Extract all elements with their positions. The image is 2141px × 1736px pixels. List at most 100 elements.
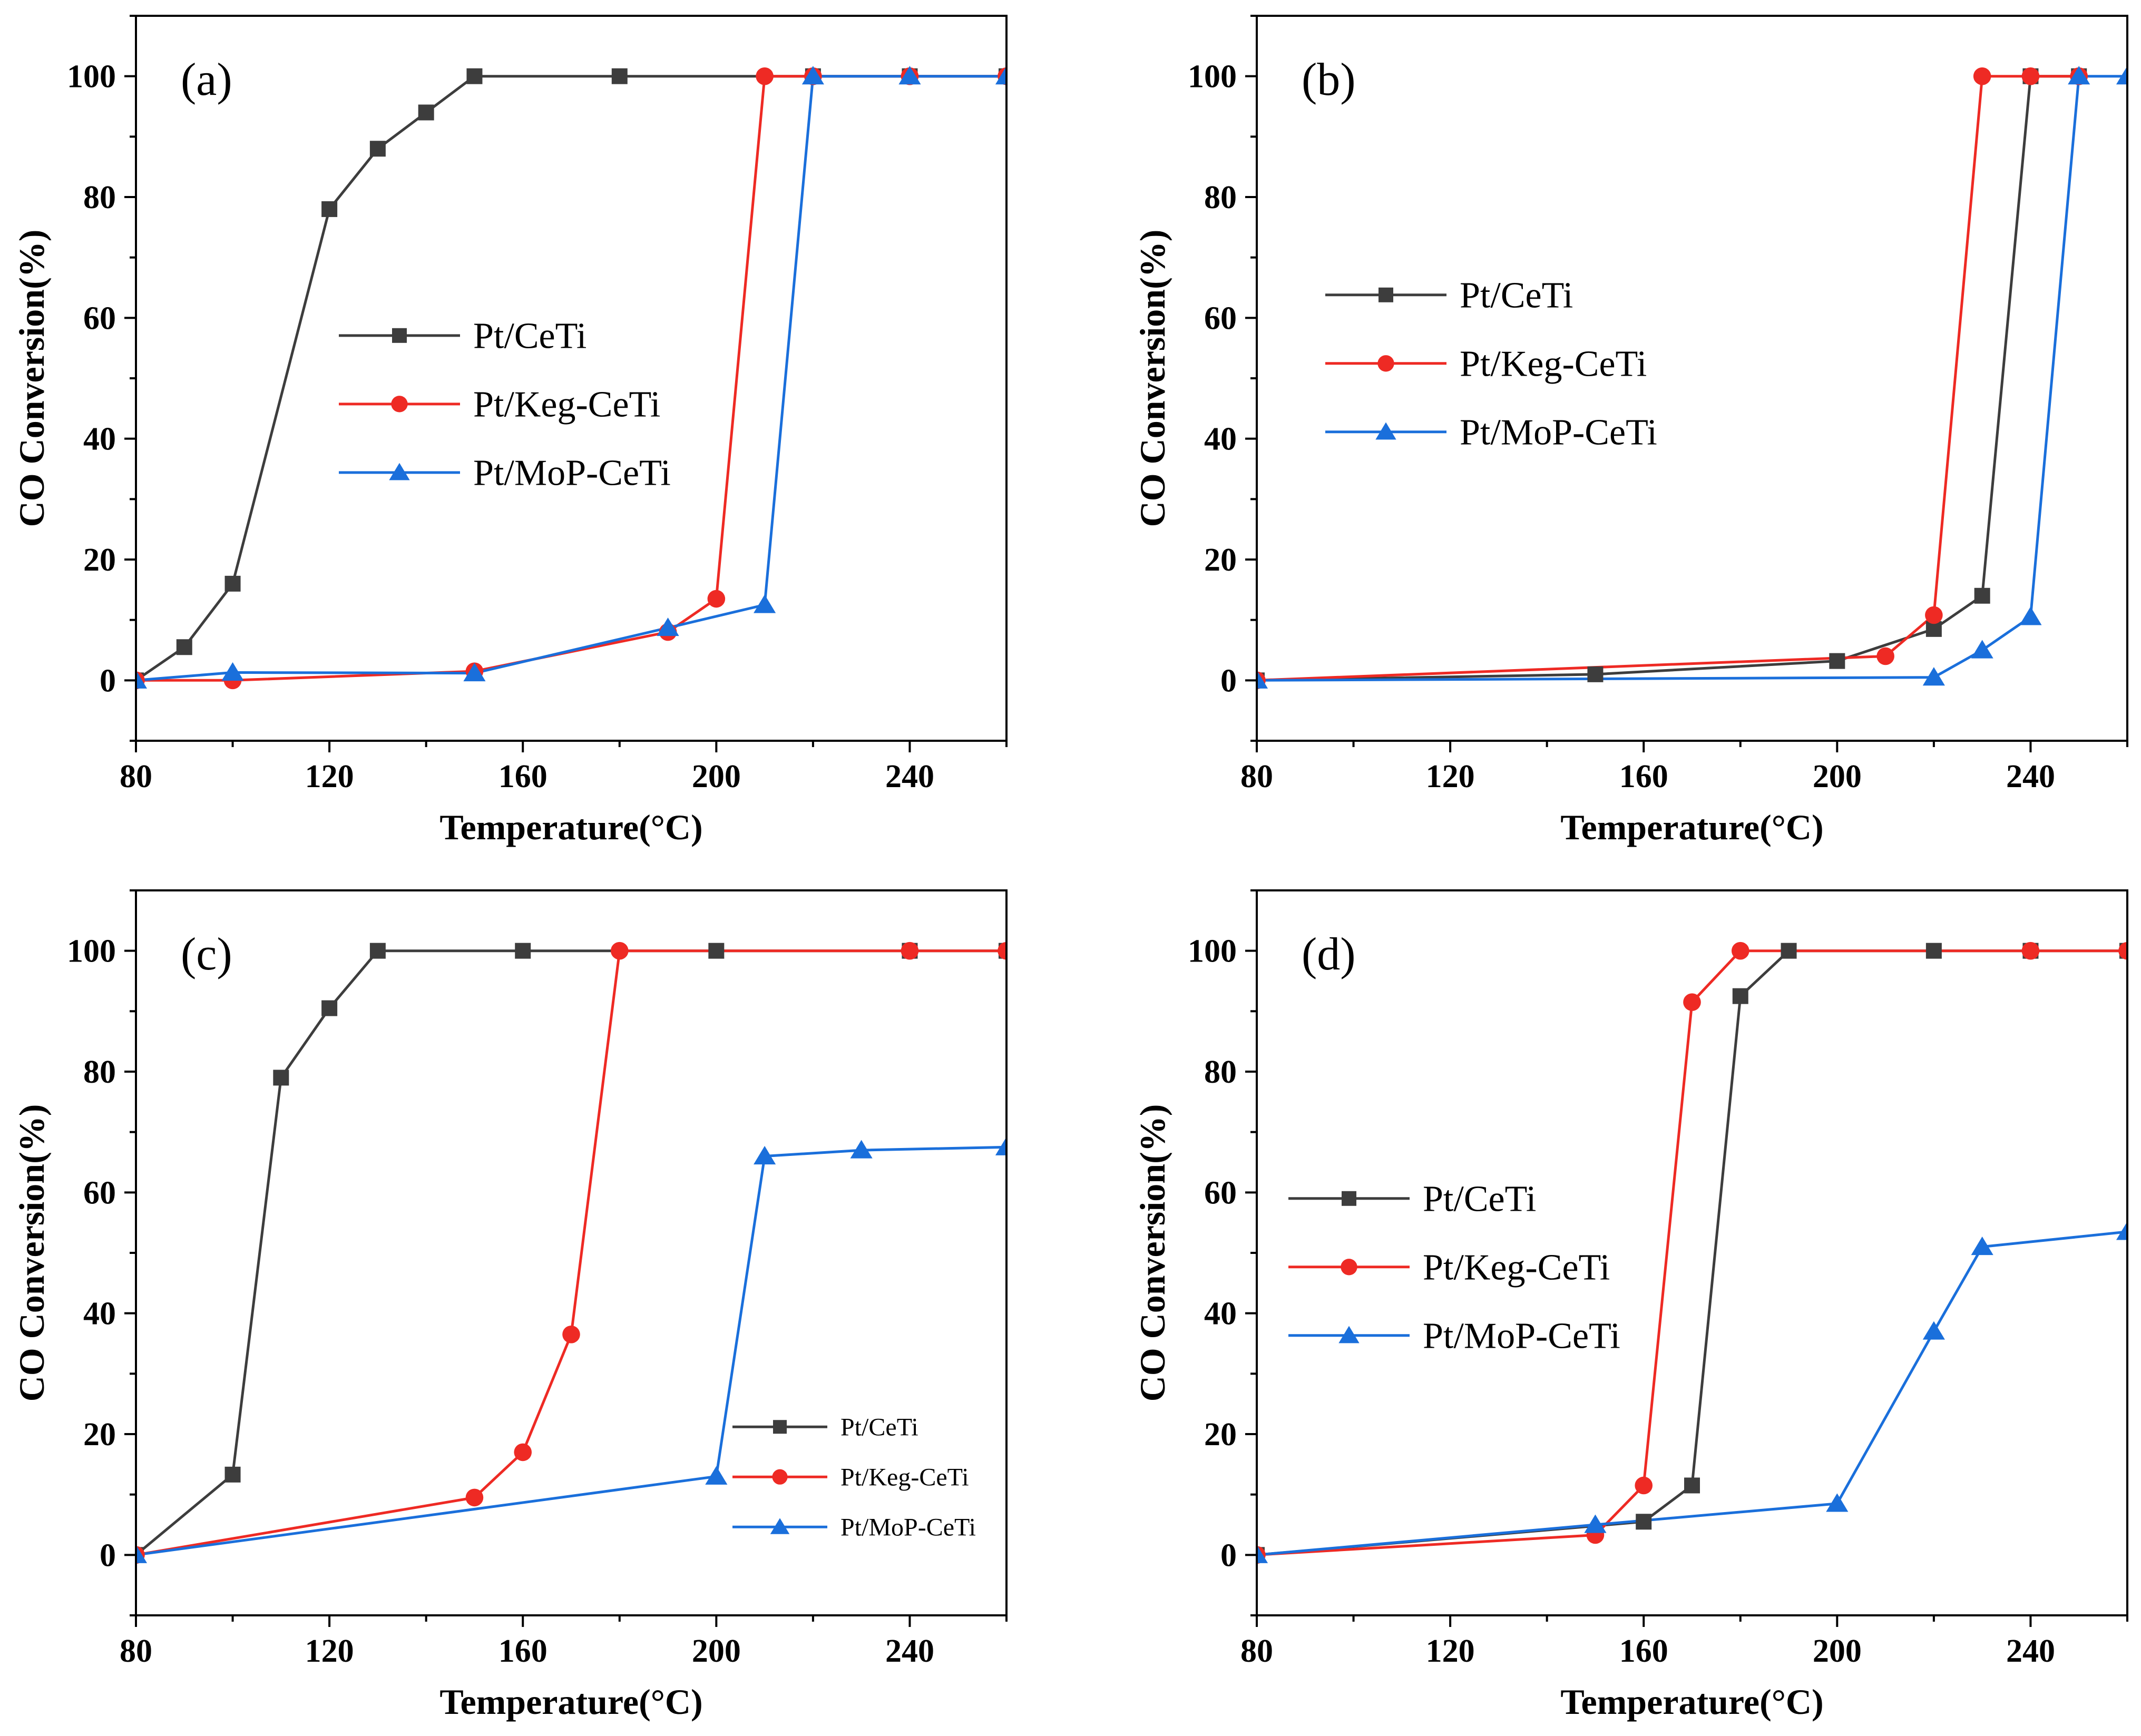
- x-tick-label: 80: [1240, 759, 1273, 795]
- x-axis-title: Temperature(°C): [1560, 1682, 1823, 1722]
- data-point-pt-ceti: [369, 141, 386, 157]
- series-line-pt-mop-ceti: [136, 75, 1006, 682]
- data-point-pt-keg-ceti: [1731, 941, 1749, 960]
- data-point-pt-ceti: [1829, 653, 1845, 669]
- data-point-pt-mop-ceti: [995, 66, 1006, 85]
- plot-area: [1257, 66, 2127, 690]
- legend: Pt/CeTi Pt/Keg-CeTi Pt/MoP-CeTi: [1325, 276, 1657, 453]
- chart-panel-a: 80 120 160 200 240 0 20 40 60 80 100 Temperature(°C…: [12, 15, 1008, 847]
- x-tick-label: 240: [2006, 1633, 2055, 1669]
- data-point-pt-keg-ceti: [1876, 647, 1894, 665]
- data-point-pt-mop-ceti: [754, 1146, 776, 1165]
- data-point-pt-mop-ceti: [2116, 1221, 2127, 1240]
- legend: Pt/CeTi Pt/Keg-CeTi Pt/MoP-CeTi: [339, 316, 671, 494]
- x-tick-label: 200: [692, 759, 741, 795]
- data-point-pt-keg-ceti: [756, 67, 774, 85]
- x-tick-label: 200: [1813, 759, 1862, 795]
- legend-label-pt-mop-ceti: Pt/MoP-CeTi: [840, 1514, 976, 1542]
- data-point-pt-ceti: [224, 1466, 241, 1483]
- panel-label: (b): [1302, 54, 1356, 105]
- data-point-pt-ceti: [1732, 988, 1748, 1004]
- data-point-pt-ceti: [1925, 943, 1942, 959]
- x-tick-label: 160: [498, 759, 548, 795]
- panel-label: (a): [181, 54, 232, 105]
- data-point-pt-ceti: [1974, 587, 1990, 604]
- x-tick-label: 160: [1619, 759, 1668, 795]
- y-axis-title: CO Conversion(%): [1132, 1104, 1172, 1402]
- data-point-pt-mop-ceti: [1971, 1237, 1993, 1256]
- data-point-pt-ceti: [369, 943, 386, 959]
- data-point-pt-ceti: [1781, 943, 1797, 959]
- legend-label-pt-keg-ceti: Pt/Keg-CeTi: [1423, 1248, 1610, 1288]
- plot-area: [136, 66, 1006, 690]
- legend-label-pt-ceti: Pt/CeTi: [1423, 1179, 1536, 1220]
- legend-marker-pt-keg-ceti: [1377, 355, 1394, 372]
- legend-label-pt-keg-ceti: Pt/Keg-CeTi: [1460, 344, 1647, 385]
- x-tick-label: 200: [692, 1633, 741, 1669]
- legend-label-pt-mop-ceti: Pt/MoP-CeTi: [1460, 413, 1657, 453]
- y-tick-label: 40: [83, 421, 116, 457]
- x-tick-label: 240: [885, 759, 934, 795]
- data-point-pt-mop-ceti: [705, 1466, 728, 1485]
- y-tick-label: 60: [83, 1175, 116, 1211]
- x-tick-label: 240: [885, 1633, 934, 1669]
- chart-panel-b: 80 120 160 200 240 0 20 40 60 80 100 Temperature(°C…: [1132, 15, 2128, 847]
- x-tick-label: 160: [498, 1633, 548, 1669]
- legend-marker-pt-keg-ceti: [391, 396, 408, 413]
- y-tick-label: 80: [83, 1054, 116, 1090]
- legend-marker-pt-mop-ceti: [389, 463, 410, 480]
- x-tick-label: 120: [305, 759, 354, 795]
- data-point-pt-keg-ceti: [562, 1326, 580, 1343]
- x-axis-title: Temperature(°C): [439, 807, 702, 847]
- legend-marker-pt-ceti: [1379, 287, 1393, 302]
- y-tick-label: 0: [100, 1537, 116, 1573]
- x-axis-title: Temperature(°C): [1560, 807, 1823, 847]
- series-line-pt-mop-ceti: [1257, 1230, 2127, 1556]
- panel-label: (c): [181, 929, 232, 980]
- data-point-pt-ceti: [708, 943, 725, 959]
- y-tick-label: 0: [1220, 1537, 1237, 1573]
- data-point-pt-ceti: [515, 943, 531, 959]
- x-tick-label: 120: [1426, 1633, 1475, 1669]
- y-tick-label: 100: [67, 59, 116, 95]
- y-tick-label: 40: [1204, 421, 1237, 457]
- y-tick-label: 60: [1204, 300, 1237, 336]
- data-point-pt-mop-ceti: [1257, 1544, 1268, 1563]
- data-point-pt-mop-ceti: [1922, 1321, 1945, 1340]
- x-tick-label: 80: [1240, 1633, 1273, 1669]
- data-point-pt-ceti: [176, 639, 192, 655]
- data-point-pt-keg-ceti: [2021, 941, 2040, 960]
- data-point-pt-keg-ceti: [1925, 606, 1943, 624]
- y-tick-label: 40: [1204, 1296, 1237, 1332]
- data-point-pt-mop-ceti: [754, 594, 776, 613]
- x-tick-label: 80: [120, 759, 152, 795]
- data-point-pt-mop-ceti: [136, 670, 148, 689]
- legend-marker-pt-mop-ceti: [1338, 1326, 1360, 1343]
- data-point-pt-mop-ceti: [221, 662, 244, 681]
- legend-label-pt-ceti: Pt/CeTi: [840, 1414, 918, 1441]
- y-axis-title: CO Conversion(%): [12, 1104, 52, 1402]
- data-point-pt-keg-ceti: [465, 1488, 484, 1507]
- x-tick-label: 160: [1619, 1633, 1668, 1669]
- data-point-pt-ceti: [611, 68, 628, 84]
- data-point-pt-keg-ceti: [1973, 67, 1991, 85]
- legend: Pt/CeTi Pt/Keg-CeTi Pt/MoP-CeTi: [1288, 1179, 1620, 1357]
- data-point-pt-mop-ceti: [463, 663, 486, 682]
- y-tick-label: 0: [100, 663, 116, 699]
- data-point-pt-keg-ceti: [1635, 1476, 1653, 1495]
- legend-marker-pt-ceti: [1342, 1191, 1356, 1206]
- y-tick-label: 20: [83, 542, 116, 578]
- y-tick-label: 100: [1188, 59, 1237, 95]
- chart-panel-c: 80 120 160 200 240 0 20 40 60 80 100 Temperature(°C…: [12, 889, 1008, 1722]
- data-point-pt-mop-ceti: [995, 1136, 1006, 1155]
- x-axis-title: Temperature(°C): [439, 1682, 702, 1722]
- y-tick-label: 80: [1204, 180, 1237, 215]
- data-point-pt-mop-ceti: [850, 1140, 873, 1159]
- y-tick-label: 80: [1204, 1054, 1237, 1090]
- data-point-pt-keg-ceti: [1683, 993, 1701, 1011]
- data-point-pt-keg-ceti: [707, 590, 726, 608]
- data-point-pt-ceti: [1636, 1514, 1652, 1530]
- data-point-pt-mop-ceti: [1257, 670, 1268, 689]
- data-point-pt-keg-ceti: [2118, 941, 2127, 960]
